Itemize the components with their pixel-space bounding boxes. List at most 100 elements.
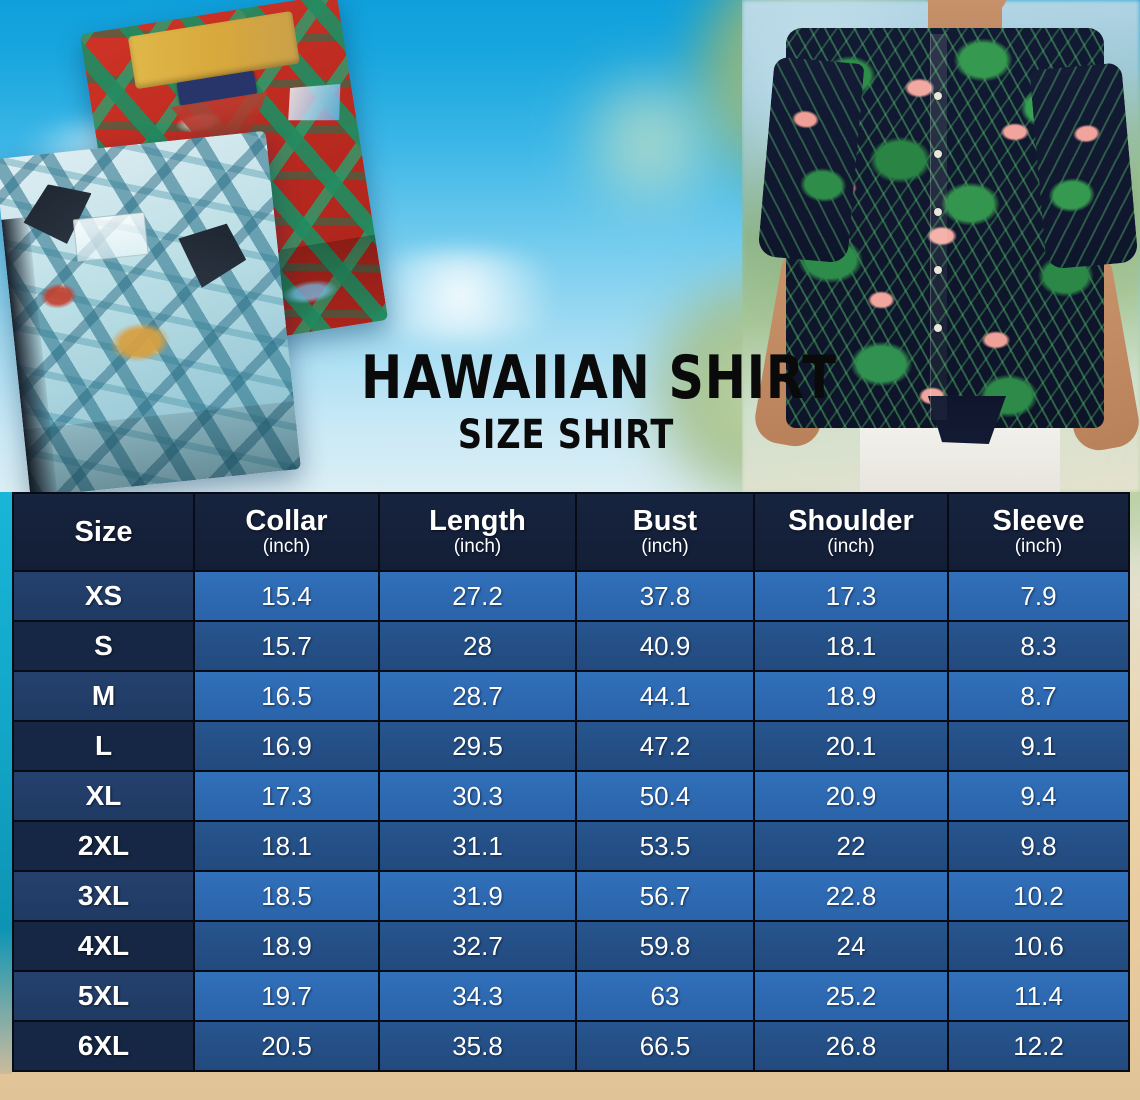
cell-bust: 47.2: [575, 720, 755, 772]
cell-length: 27.2: [378, 570, 577, 622]
cell-bust: 44.1: [575, 670, 755, 722]
cell-size: XL: [12, 770, 195, 822]
cell-collar: 18.1: [193, 820, 380, 872]
cell-collar: 18.5: [193, 870, 380, 922]
shirt-button: [934, 150, 942, 158]
shirt-logo-patch: [283, 80, 346, 128]
table-row: 6XL 20.5 35.8 66.5 26.8 12.2: [12, 1020, 1130, 1072]
table-row: XS 15.4 27.2 37.8 17.3 7.9: [12, 570, 1130, 622]
cell-shoulder: 22.8: [753, 870, 949, 922]
cell-shoulder: 24: [753, 920, 949, 972]
column-header-length: Length (inch): [378, 492, 577, 572]
cell-sleeve: 12.2: [947, 1020, 1130, 1072]
cell-collar: 17.3: [193, 770, 380, 822]
cell-sleeve: 9.1: [947, 720, 1130, 772]
cell-size: 2XL: [12, 820, 195, 872]
cell-collar: 18.9: [193, 920, 380, 972]
shirt-pocket: [72, 211, 150, 262]
cell-sleeve: 8.3: [947, 620, 1130, 672]
palm-foliage-blur: [560, 60, 740, 220]
shirt-button: [934, 208, 942, 216]
cell-bust: 53.5: [575, 820, 755, 872]
shirt-button: [934, 324, 942, 332]
column-header-size: Size: [12, 492, 195, 572]
column-header-label: Length: [429, 504, 526, 537]
column-header-label: Shoulder: [788, 504, 914, 537]
model-photo: [742, 0, 1140, 492]
cell-collar: 15.4: [193, 570, 380, 622]
table-row: 4XL 18.9 32.7 59.8 24 10.6: [12, 920, 1130, 972]
cell-size: 3XL: [12, 870, 195, 922]
column-header-unit: (inch): [1014, 536, 1063, 558]
page-subtitle: SIZE SHIRT: [457, 412, 675, 458]
column-header-unit: (inch): [827, 536, 875, 558]
cell-size: 6XL: [12, 1020, 195, 1072]
cell-bust: 50.4: [575, 770, 755, 822]
cell-size: L: [12, 720, 195, 772]
cell-length: 31.9: [378, 870, 577, 922]
cell-shoulder: 18.9: [753, 670, 949, 722]
shirt-collar-right: [177, 222, 248, 290]
blue-hawaiian-shirt: [0, 130, 302, 498]
table-row: XL 17.3 30.3 50.4 20.9 9.4: [12, 770, 1130, 822]
shirt-fold-shadow: [23, 401, 302, 498]
cell-sleeve: 9.8: [947, 820, 1130, 872]
cell-shoulder: 18.1: [753, 620, 949, 672]
column-header-collar: Collar (inch): [193, 492, 380, 572]
table-row: 5XL 19.7 34.3 63 25.2 11.4: [12, 970, 1130, 1022]
cell-length: 35.8: [378, 1020, 577, 1072]
table-row: M 16.5 28.7 44.1 18.9 8.7: [12, 670, 1130, 722]
cell-bust: 59.8: [575, 920, 755, 972]
size-chart-table-wrapper: Size Collar (inch) Length (inch) Bust (i…: [12, 492, 1130, 1072]
cell-shoulder: 20.9: [753, 770, 949, 822]
cell-size: 5XL: [12, 970, 195, 1022]
cell-size: M: [12, 670, 195, 722]
cell-bust: 37.8: [575, 570, 755, 622]
cell-length: 28: [378, 620, 577, 672]
cell-shoulder: 25.2: [753, 970, 949, 1022]
column-header-label: Size: [74, 515, 133, 548]
left-edge-strip: [0, 492, 12, 1074]
cell-sleeve: 11.4: [947, 970, 1130, 1022]
cell-bust: 63: [575, 970, 755, 1022]
column-header-label: Sleeve: [992, 504, 1085, 537]
cell-size: XS: [12, 570, 195, 622]
column-header-unit: (inch): [262, 536, 311, 558]
cell-collar: 19.7: [193, 970, 380, 1022]
cell-shoulder: 26.8: [753, 1020, 949, 1072]
table-row: S 15.7 28 40.9 18.1 8.3: [12, 620, 1130, 672]
table-body: XS 15.4 27.2 37.8 17.3 7.9 S 15.7 28 40.9 18.1 8.3 M…: [12, 570, 1130, 1072]
cell-collar: 15.7: [193, 620, 380, 672]
cell-shoulder: 20.1: [753, 720, 949, 772]
cell-length: 30.3: [378, 770, 577, 822]
column-header-label: Bust: [632, 504, 698, 537]
cell-bust: 56.7: [575, 870, 755, 922]
column-header-unit: (inch): [453, 536, 502, 558]
model-shirt-left-sleeve: [757, 56, 865, 264]
cell-collar: 20.5: [193, 1020, 380, 1072]
cell-bust: 40.9: [575, 620, 755, 672]
cell-sleeve: 8.7: [947, 670, 1130, 722]
cell-length: 29.5: [378, 720, 577, 772]
column-header-sleeve: Sleeve (inch): [947, 492, 1130, 572]
cell-shoulder: 17.3: [753, 570, 949, 622]
cell-sleeve: 10.6: [947, 920, 1130, 972]
cell-sleeve: 9.4: [947, 770, 1130, 822]
title-block: HAWAIIAN SHIRT SIZE SHIRT: [316, 348, 836, 458]
cell-shoulder: 22: [753, 820, 949, 872]
cell-collar: 16.5: [193, 670, 380, 722]
table-header: Size Collar (inch) Length (inch) Bust (i…: [12, 492, 1130, 572]
model-shirt-placket: [930, 34, 947, 420]
column-header-unit: (inch): [641, 536, 689, 558]
cell-sleeve: 10.2: [947, 870, 1130, 922]
shirt-button: [934, 266, 942, 274]
table-row: L 16.9 29.5 47.2 20.1 9.1: [12, 720, 1130, 772]
table-row: 2XL 18.1 31.1 53.5 22 9.8: [12, 820, 1130, 872]
cell-length: 34.3: [378, 970, 577, 1022]
cell-collar: 16.9: [193, 720, 380, 772]
cell-length: 32.7: [378, 920, 577, 972]
column-header-bust: Bust (inch): [575, 492, 755, 572]
cell-size: S: [12, 620, 195, 672]
shirt-button: [934, 92, 942, 100]
